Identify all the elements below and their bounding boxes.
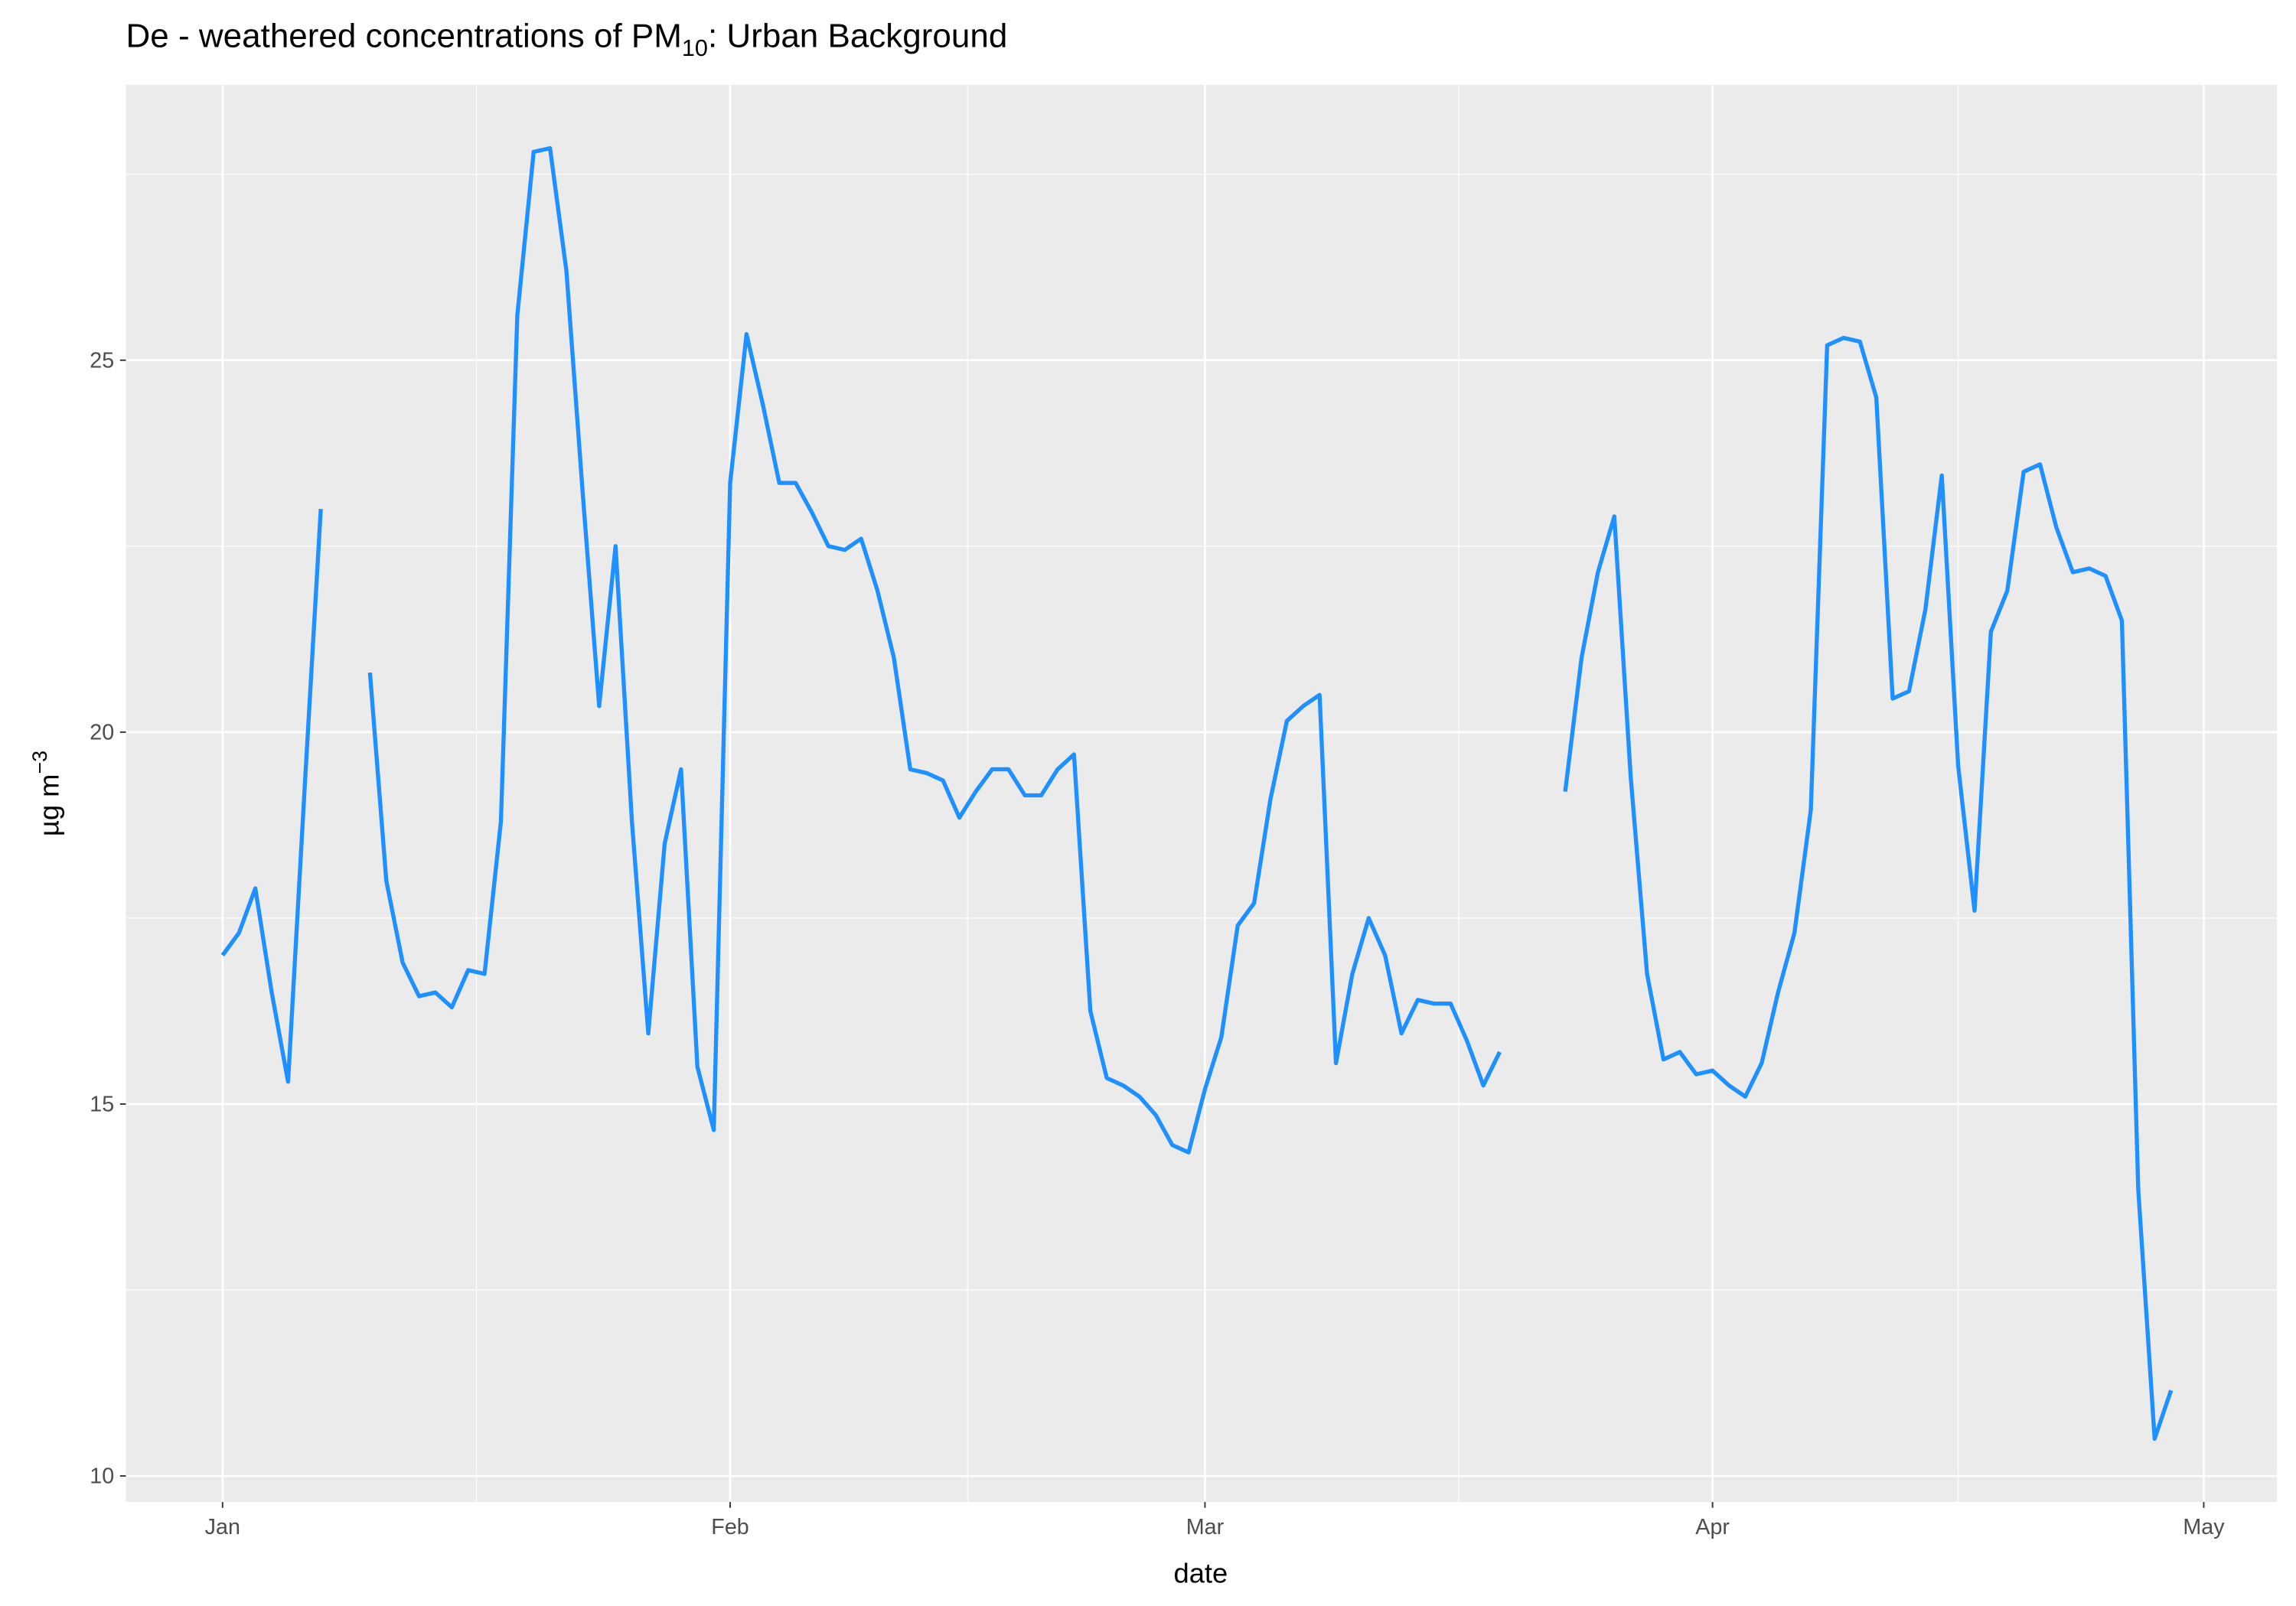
x-tick-label: Apr [1695, 1515, 1730, 1539]
y-tick-label: 15 [90, 1093, 114, 1117]
y-axis-title: µg m−3 [28, 751, 64, 836]
y-tick-label: 20 [90, 720, 114, 744]
y-tick-label: 10 [90, 1464, 114, 1489]
x-tick-label: Mar [1186, 1515, 1225, 1539]
x-tick-label: May [2183, 1515, 2225, 1539]
chart-title: De - weathered concentrations of PM10: U… [126, 17, 1008, 60]
title-text: : Urban Background [708, 17, 1007, 54]
x-axis-title: date [1174, 1557, 1228, 1588]
title-text: De - weathered concentrations of PM [126, 17, 682, 54]
y-axis-title-text: µg m [34, 774, 65, 837]
y-axis-title-superscript: −3 [28, 751, 51, 774]
title-subscript: 10 [682, 35, 708, 61]
plot-panel [126, 85, 2278, 1503]
y-tick-label: 25 [90, 348, 114, 373]
data-line [220, 145, 2174, 1441]
marks [220, 145, 2174, 1441]
x-tick-label: Jan [205, 1515, 240, 1539]
x-tick-label: Feb [711, 1515, 748, 1539]
